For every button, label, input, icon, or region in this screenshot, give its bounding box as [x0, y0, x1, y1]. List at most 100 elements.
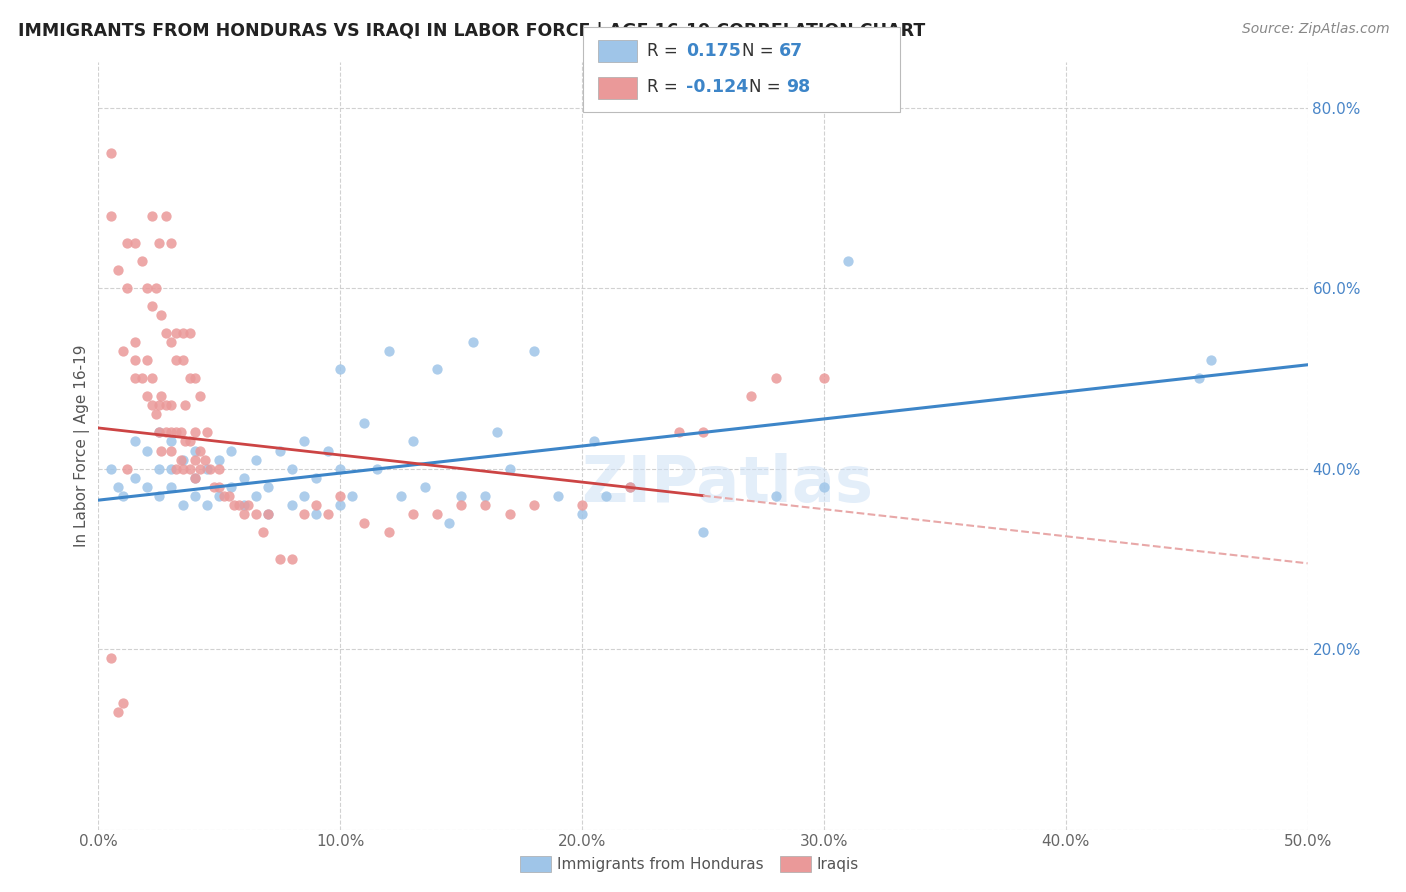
Point [165, 326, 187, 341]
Point [107, 705, 129, 719]
Point [172, 452, 194, 467]
Point [184, 470, 207, 484]
Point [135, 281, 157, 295]
Text: -0.124: -0.124 [686, 78, 748, 96]
Point [692, 524, 714, 539]
Point [329, 362, 352, 376]
Text: Iraqis: Iraqis [817, 857, 859, 871]
Point [198, 461, 221, 475]
Point [179, 326, 201, 341]
Point [195, 425, 218, 440]
Point [498, 507, 520, 521]
Point [837, 254, 859, 268]
Point [619, 480, 641, 494]
Point [377, 524, 399, 539]
Point [305, 507, 328, 521]
Point [228, 498, 250, 512]
Point [316, 507, 339, 521]
Point [221, 443, 243, 458]
Point [692, 425, 714, 440]
Point [135, 353, 157, 368]
Text: R =: R = [647, 78, 683, 96]
Point [208, 489, 231, 503]
Point [245, 452, 267, 467]
Point [160, 480, 183, 494]
Point [188, 443, 211, 458]
Point [141, 398, 163, 412]
Point [100, 651, 122, 665]
Point [571, 498, 593, 512]
Text: 67: 67 [779, 42, 803, 60]
Point [150, 308, 173, 322]
Text: N =: N = [742, 42, 779, 60]
Point [256, 507, 278, 521]
Point [148, 461, 170, 475]
Point [437, 516, 460, 530]
Point [245, 507, 267, 521]
Point [221, 480, 243, 494]
Point [111, 344, 134, 359]
Point [135, 480, 157, 494]
Point [179, 461, 201, 475]
Point [124, 235, 146, 250]
Point [184, 425, 207, 440]
Point [212, 489, 235, 503]
Point [160, 443, 183, 458]
Point [188, 461, 211, 475]
Point [107, 263, 129, 277]
Point [208, 480, 231, 494]
Text: N =: N = [749, 78, 786, 96]
Point [165, 461, 187, 475]
Text: ZIPatlas: ZIPatlas [581, 453, 873, 516]
Point [1199, 353, 1222, 368]
Point [131, 371, 153, 385]
Point [141, 299, 163, 313]
Point [402, 507, 425, 521]
Point [292, 507, 315, 521]
Point [160, 235, 183, 250]
Text: 98: 98 [786, 78, 810, 96]
Point [184, 489, 207, 503]
Point [450, 489, 472, 503]
Point [145, 281, 167, 295]
Point [232, 507, 254, 521]
Point [523, 344, 546, 359]
Point [765, 489, 787, 503]
Point [100, 145, 122, 160]
Point [100, 461, 122, 475]
Point [353, 417, 375, 431]
Point [150, 389, 173, 403]
Point [174, 398, 197, 412]
Point [232, 470, 254, 484]
Point [256, 480, 278, 494]
Y-axis label: In Labor Force | Age 16-19: In Labor Force | Age 16-19 [75, 344, 90, 548]
Point [583, 434, 606, 449]
Point [184, 371, 207, 385]
Point [305, 470, 328, 484]
Point [179, 371, 201, 385]
Point [141, 209, 163, 223]
Point [377, 344, 399, 359]
Point [222, 498, 245, 512]
Point [148, 398, 170, 412]
Point [232, 498, 254, 512]
Point [172, 353, 194, 368]
Point [426, 507, 449, 521]
Point [269, 551, 291, 566]
Point [342, 489, 364, 503]
Point [195, 461, 218, 475]
Point [150, 443, 173, 458]
Point [1188, 371, 1211, 385]
Text: R =: R = [647, 42, 683, 60]
Point [184, 470, 207, 484]
Point [813, 480, 835, 494]
Point [463, 335, 485, 350]
Point [141, 371, 163, 385]
Point [117, 235, 139, 250]
Point [160, 398, 183, 412]
Point [208, 452, 231, 467]
Point [124, 434, 146, 449]
Point [160, 425, 183, 440]
Point [389, 489, 412, 503]
Point [131, 254, 153, 268]
